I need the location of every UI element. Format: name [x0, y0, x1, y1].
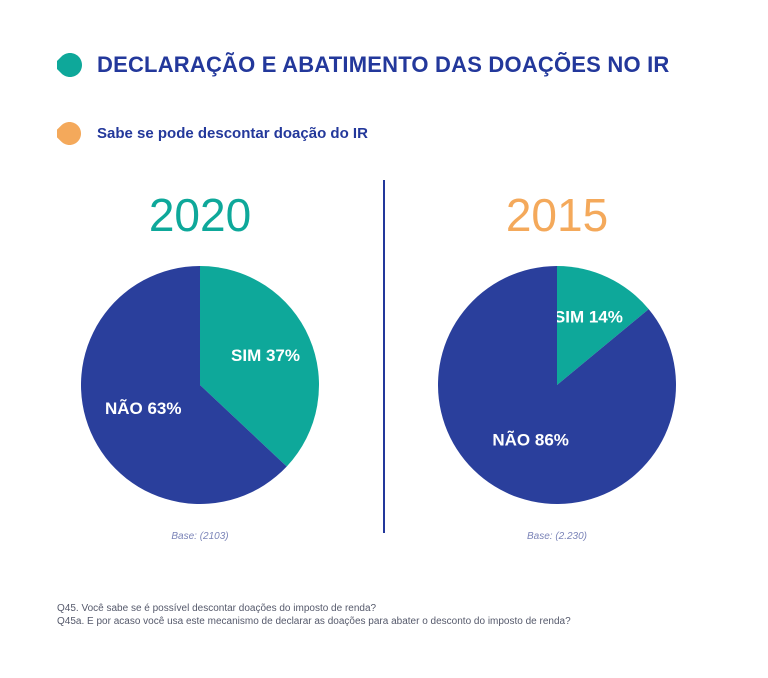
base-note-2020: Base: (2103) — [171, 531, 229, 542]
year-2020-title: 2020 — [148, 189, 252, 241]
pie-label-sim-2015: SIM 14% — [554, 308, 623, 327]
page-title: DECLARAÇÃO E ABATIMENTO DAS DOAÇÕES NO I… — [97, 52, 670, 77]
year-2015-title: 2015 — [505, 189, 609, 241]
pie-label-nao-2020: NÃO 63% — [105, 398, 182, 418]
base-note-2015: Base: (2.230) — [526, 531, 588, 542]
subtitle: Sabe se pode descontar doação do IR — [97, 125, 368, 142]
pie-slice-nao-2015 — [438, 266, 676, 504]
footnote-q45: Q45. Você sabe se é possível descontar d… — [57, 603, 377, 614]
pie-label-sim-2020: SIM 37% — [231, 346, 300, 365]
pie-slice-sim-2020 — [200, 266, 319, 467]
chart-subheader: Sabe se pode descontar doação do IR — [57, 121, 368, 146]
pie-slice-sim-2015 — [557, 266, 649, 385]
orange-drop-icon — [57, 121, 82, 146]
pie-chart-2015: SIM 14% NÃO 86% — [438, 266, 676, 504]
pie-chart-2020: SIM 37% NÃO 63% — [81, 266, 319, 504]
footnote-q45a: Q45a. E por acaso você usa este mecanism… — [57, 616, 571, 627]
chart-divider — [383, 180, 385, 533]
teal-drop-icon — [57, 53, 82, 77]
pie-slice-nao-2020 — [81, 266, 287, 504]
chart-header: DECLARAÇÃO E ABATIMENTO DAS DOAÇÕES NO I… — [57, 52, 669, 78]
footnotes: Q45. Você sabe se é possível descontar d… — [57, 602, 571, 628]
pie-label-nao-2015: NÃO 86% — [492, 429, 569, 449]
